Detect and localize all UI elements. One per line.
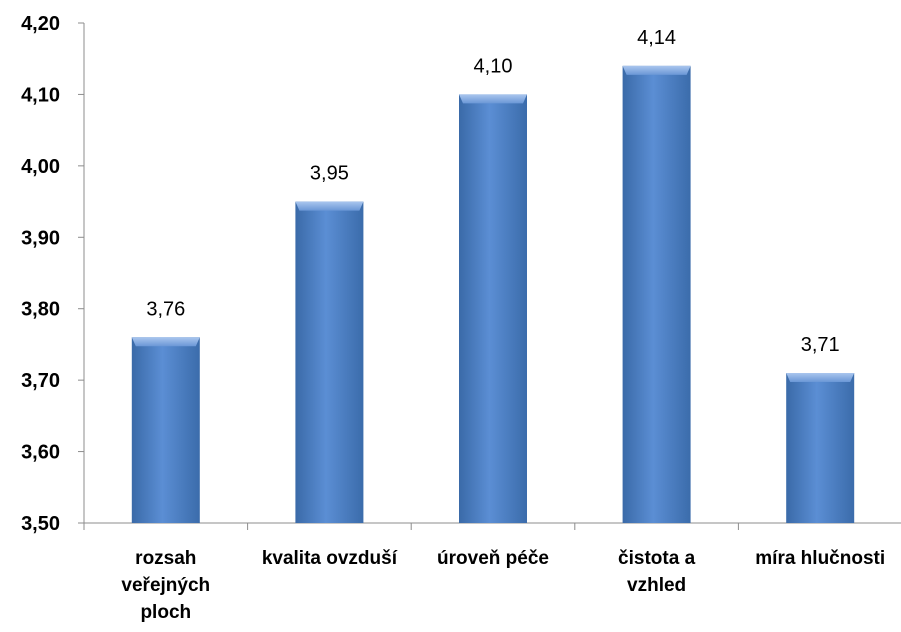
y-tick-label: 3,90	[21, 227, 60, 249]
x-tick-label: úroveň péče	[437, 548, 549, 569]
bar	[459, 94, 527, 523]
bar-cap	[131, 337, 200, 347]
x-axis: rozsah veřejných ploch kvalita ovzduší úrove…	[83, 522, 901, 623]
bar-cap	[459, 94, 527, 104]
x-tick-label: kvalita ovzduší	[262, 548, 398, 569]
x-tick-label: míra hlučnosti	[755, 548, 885, 569]
y-tick-label: 4,20	[21, 13, 60, 35]
data-label: 3,76	[146, 298, 185, 320]
bar-cap	[622, 65, 691, 75]
data-label: 4,14	[637, 27, 676, 49]
bar	[131, 337, 200, 523]
bar-cap	[786, 373, 855, 382]
y-tick-label: 3,50	[21, 513, 60, 535]
bar	[295, 201, 364, 524]
x-tick-label: rozsah veřejných ploch	[121, 548, 210, 623]
y-tick-label: 3,80	[21, 299, 60, 321]
data-label: 3,95	[310, 163, 349, 185]
y-tick-label: 3,70	[21, 370, 60, 392]
data-label: 3,71	[801, 334, 840, 356]
y-tick-label: 3,60	[21, 442, 60, 464]
x-tick-label: čistota a vzhled	[618, 548, 696, 596]
bar-cap	[295, 201, 364, 211]
y-axis: 3,50 3,60 3,70 3,80 3,90 4,00 4,10 4,20	[21, 13, 85, 535]
bar	[622, 65, 691, 523]
bars	[131, 65, 855, 524]
data-labels: 3,76 3,95 4,10 4,14 3,71	[146, 27, 839, 356]
bar	[786, 373, 855, 523]
y-tick-label: 4,10	[21, 84, 60, 106]
y-tick-label: 4,00	[21, 156, 60, 178]
data-label: 4,10	[474, 55, 513, 77]
